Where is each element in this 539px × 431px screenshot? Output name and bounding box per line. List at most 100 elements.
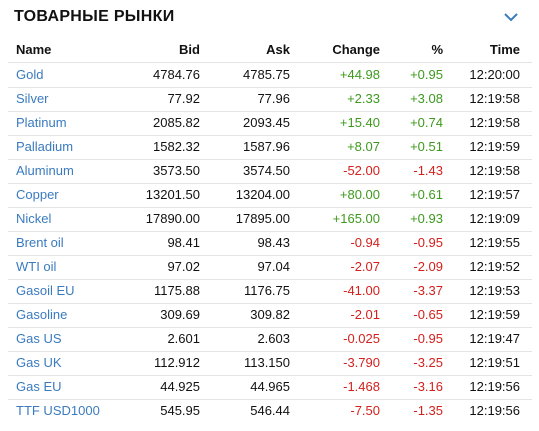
ask: 546.44: [250, 403, 290, 418]
change-percent: -3.37: [413, 283, 443, 298]
change: -3.790: [343, 355, 380, 370]
instrument-name[interactable]: Brent oil: [16, 235, 64, 250]
bid: 1175.88: [153, 283, 200, 298]
instrument-name[interactable]: Nickel: [16, 211, 52, 226]
change-percent: +0.51: [410, 139, 443, 154]
time: 12:19:53: [469, 283, 520, 298]
instrument-name[interactable]: Gas EU: [16, 379, 62, 394]
change-percent: -0.95: [413, 235, 443, 250]
time: 12:19:56: [469, 379, 520, 394]
time: 12:19:51: [469, 355, 520, 370]
instrument-name[interactable]: Gasoil EU: [16, 283, 75, 298]
ask: 3574.50: [243, 163, 290, 178]
ask: 1176.75: [243, 283, 290, 298]
change: -2.01: [350, 307, 380, 322]
bid: 1582.32: [153, 139, 200, 154]
row-divider: [8, 255, 532, 256]
bid: 44.925: [160, 379, 200, 394]
instrument-name[interactable]: Gas US: [16, 331, 62, 346]
instrument-name[interactable]: WTI oil: [16, 259, 57, 274]
bid: 13201.50: [145, 187, 200, 202]
row-divider: [8, 399, 532, 400]
column-header: %: [431, 42, 443, 57]
ask: 2.603: [257, 331, 290, 346]
change: -2.07: [350, 259, 380, 274]
bid: 112.912: [153, 355, 200, 370]
change: +8.07: [347, 139, 380, 154]
instrument-name[interactable]: Platinum: [16, 115, 67, 130]
collapse-toggle[interactable]: [502, 10, 520, 24]
instrument-name[interactable]: Gas UK: [16, 355, 62, 370]
bid: 2085.82: [153, 115, 200, 130]
ask: 113.150: [243, 355, 290, 370]
ask: 97.04: [257, 259, 290, 274]
change: +15.40: [339, 115, 380, 130]
ask: 4785.75: [243, 67, 290, 82]
ask: 44.965: [250, 379, 290, 394]
change-percent: +0.74: [410, 115, 443, 130]
widget-title: ТОВАРНЫЕ РЫНКИ: [14, 8, 175, 25]
instrument-name[interactable]: Gold: [16, 67, 44, 82]
change: -52.00: [343, 163, 380, 178]
change-percent: +0.61: [410, 187, 443, 202]
time: 12:19:58: [469, 115, 520, 130]
change-percent: +3.08: [410, 91, 443, 106]
bid: 2.601: [167, 331, 200, 346]
change-percent: -0.65: [413, 307, 443, 322]
ask: 77.96: [257, 91, 290, 106]
change-percent: -3.16: [413, 379, 443, 394]
ask: 13204.00: [235, 187, 290, 202]
row-divider: [8, 135, 532, 136]
change: -0.94: [350, 235, 380, 250]
bid: 77.92: [167, 91, 200, 106]
change-percent: -2.09: [413, 259, 443, 274]
time: 12:19:55: [469, 235, 520, 250]
ask: 17895.00: [235, 211, 290, 226]
column-header: Time: [489, 42, 520, 57]
change: -1.468: [343, 379, 380, 394]
row-divider: [8, 87, 532, 88]
instrument-name[interactable]: Aluminum: [16, 163, 74, 178]
row-divider: [8, 279, 532, 280]
instrument-name[interactable]: Silver: [16, 91, 49, 106]
change-percent: -0.95: [413, 331, 443, 346]
time: 12:19:56: [469, 403, 520, 418]
change: -41.00: [343, 283, 380, 298]
instrument-name[interactable]: TTF USD1000: [16, 403, 100, 418]
row-divider: [8, 183, 532, 184]
change: +165.00: [332, 211, 380, 226]
change: -7.50: [350, 403, 380, 418]
bid: 545.95: [160, 403, 200, 418]
bid: 17890.00: [145, 211, 200, 226]
bid: 309.69: [160, 307, 200, 322]
row-divider: [8, 375, 532, 376]
ask: 309.82: [250, 307, 290, 322]
change-percent: +0.95: [410, 67, 443, 82]
row-divider: [8, 159, 532, 160]
row-divider: [8, 231, 532, 232]
instrument-name[interactable]: Palladium: [16, 139, 74, 154]
instrument-name[interactable]: Gasoline: [16, 307, 68, 322]
row-divider: [8, 62, 532, 63]
column-header: Name: [16, 42, 52, 57]
ask: 98.43: [257, 235, 290, 250]
time: 12:19:58: [469, 163, 520, 178]
time: 12:19:52: [469, 259, 520, 274]
time: 12:19:58: [469, 91, 520, 106]
time: 12:19:59: [469, 139, 520, 154]
row-divider: [8, 327, 532, 328]
ask: 2093.45: [243, 115, 290, 130]
change: +44.98: [339, 67, 380, 82]
column-header: Ask: [266, 42, 290, 57]
time: 12:19:59: [469, 307, 520, 322]
time: 12:19:57: [469, 187, 520, 202]
row-divider: [8, 351, 532, 352]
bid: 98.41: [167, 235, 200, 250]
bid: 3573.50: [153, 163, 200, 178]
time: 12:20:00: [469, 67, 520, 82]
ask: 1587.96: [243, 139, 290, 154]
change: +2.33: [347, 91, 380, 106]
bid: 4784.76: [153, 67, 200, 82]
row-divider: [8, 207, 532, 208]
instrument-name[interactable]: Copper: [16, 187, 59, 202]
